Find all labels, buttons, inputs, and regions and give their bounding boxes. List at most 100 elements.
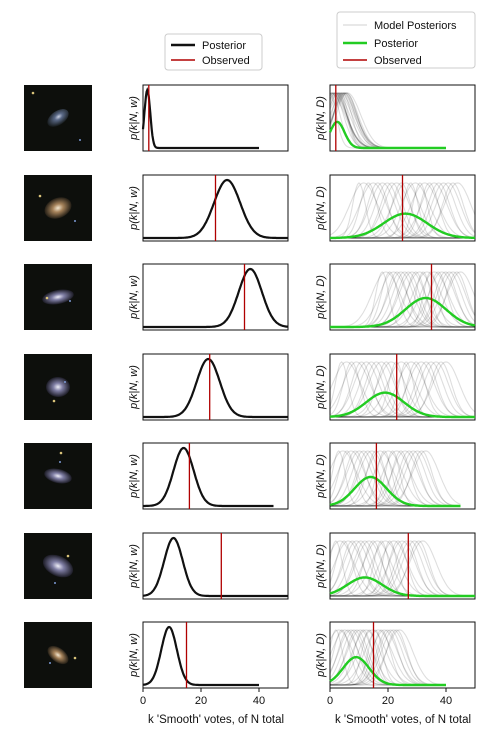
model-posterior-line [330,361,475,418]
y-axis-label: p(k|N, D) [315,186,327,231]
left-posterior-panel: p(k|N, w) [128,84,289,152]
galaxy-thumbnail [24,622,92,688]
posterior-line [328,120,446,150]
model-posterior-line [330,450,461,507]
right-legend: Model Posteriors Posterior Observed [336,11,476,69]
galaxy-blob [44,197,72,219]
panel-frame [329,353,476,421]
y-axis-label: p(k|N, w) [128,633,140,678]
posterior-line [143,267,289,329]
panel-frame [329,532,476,600]
star-dot [79,139,81,141]
posterior-line [329,656,446,687]
galaxy-blob [42,554,74,578]
model-posterior-line [330,271,475,328]
left-posterior-panel: p(k|N, w) [128,532,289,600]
x-tick-label: 0 [140,695,146,707]
galaxy-thumbnail [24,354,92,420]
model-posterior-line [330,450,461,507]
legend-model-posteriors-label: Model Posteriors [374,20,457,32]
x-tick-label: 40 [440,695,452,707]
y-axis-label: p(k|N, D) [315,275,327,320]
left-posterior-panel: p(k|N, w) [128,442,289,510]
left-posterior-panel: p(k|N, w) [128,263,289,331]
galaxy-thumbnails [24,85,92,688]
left-legend: Posterior Observed [164,33,263,71]
legend-frame [336,11,476,69]
star-dot [38,194,42,198]
panel-frame [142,353,289,421]
left-x-axis-label: k 'Smooth' votes, of N total [148,714,284,726]
right-posterior-panel: p(k|N, D) [315,532,476,600]
right-posterior-panel: p(k|N, D) [315,621,476,689]
y-axis-label: p(k|N, D) [315,544,327,589]
right-posterior-panel: p(k|N, D) [315,263,476,331]
star-dot [59,461,61,463]
posterior-line [329,475,461,508]
y-axis-label: p(k|N, w) [128,365,140,410]
model-posterior-line [330,450,461,507]
right-posterior-panel: p(k|N, D) [315,84,476,152]
model-posterior-line [330,361,476,418]
galaxy-blob [44,468,72,484]
galaxy-thumbnail [24,264,92,330]
star-dot [66,554,70,558]
galaxy-thumbnail [24,533,92,599]
model-posterior-line [330,361,475,418]
star-dot [74,220,76,222]
posterior-line [143,446,274,508]
star-dot [52,399,56,403]
star-dot [73,656,77,660]
model-posterior-line [330,629,446,686]
panel-frame [329,442,476,510]
panel-frame [142,263,289,331]
galaxy-blob [46,376,70,398]
legend-frame [164,33,263,71]
right-x-axis-label: k 'Smooth' votes, of N total [335,714,471,726]
y-axis-label: p(k|N, w) [128,186,140,231]
x-tick-label: 20 [382,695,394,707]
x-tick-label: 0 [327,695,333,707]
legend-posterior-label: Posterior [202,40,246,52]
galaxy-thumbnail [24,443,92,509]
model-posterior-line [330,361,475,418]
star-dot [45,296,49,300]
posterior-line [143,536,288,598]
panel-frame [142,442,289,510]
panel-frame [142,621,289,689]
posterior-line [141,87,259,150]
left-posterior-panel: p(k|N, w) [128,353,289,421]
star-dot [31,91,35,95]
model-posterior-line [330,450,461,507]
legend-observed-label: Observed [202,55,250,67]
y-axis-label: p(k|N, w) [128,96,140,141]
left-posterior-panel: p(k|N, w) [128,621,289,689]
x-tick-label: 40 [253,695,265,707]
x-tick-label: 20 [195,695,207,707]
right-posterior-panel: p(k|N, D) [315,442,476,510]
star-dot [54,582,56,584]
y-axis-label: p(k|N, w) [128,275,140,320]
galaxy-thumbnail [24,85,92,151]
model-posterior-line [330,361,476,418]
star-dot [69,300,71,302]
posterior-line [142,625,259,687]
right-posterior-panel: p(k|N, D) [315,353,476,421]
galaxy-blob [47,109,69,127]
star-dot [59,451,63,455]
posterior-line [329,576,475,598]
model-posterior-line [330,361,476,418]
star-dot [49,662,51,664]
panel-frame [329,621,476,689]
galaxy-thumbnail [24,175,92,241]
y-axis-label: p(k|N, w) [128,544,140,589]
y-axis-label: p(k|N, D) [315,96,327,141]
star-dot [64,381,66,383]
model-posterior-line [330,629,447,686]
right-posterior-panel: p(k|N, D) [315,174,476,242]
y-axis-label: p(k|N, D) [315,633,327,678]
chart-panels: p(k|N, w) p(k|N, D) p(k|N, w) p(k|N, D) p(k|… [128,84,476,707]
model-posterior-line [330,450,461,507]
y-axis-label: p(k|N, D) [315,365,327,410]
